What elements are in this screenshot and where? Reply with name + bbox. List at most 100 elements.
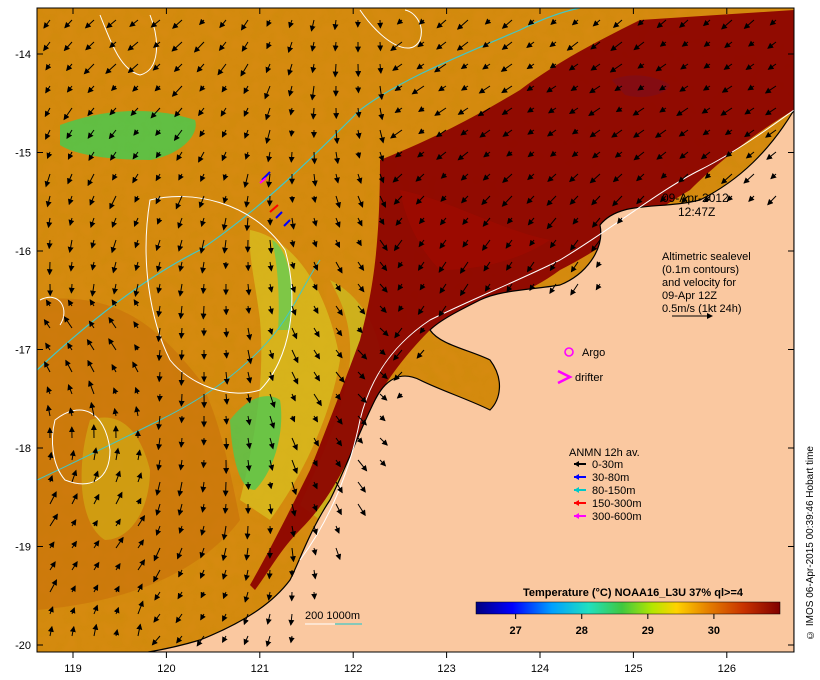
velocity-arrow — [156, 327, 162, 343]
velocity-arrow — [245, 283, 252, 296]
velocity-arrow — [156, 283, 163, 294]
velocity-arrow — [92, 604, 99, 615]
velocity-arrow — [612, 195, 623, 207]
velocity-arrow — [484, 283, 491, 292]
velocity-arrow — [244, 547, 251, 561]
argo-legend: Argo — [564, 347, 605, 359]
velocity-arrow — [457, 107, 469, 115]
velocity-arrow — [484, 18, 492, 25]
velocity-arrow — [291, 327, 298, 340]
velocity-arrow — [546, 195, 557, 206]
velocity-arrow — [310, 107, 317, 120]
velocity-arrow — [221, 569, 228, 580]
velocity-arrow — [264, 85, 271, 100]
velocity-arrow — [43, 41, 51, 52]
velocity-arrow — [199, 547, 206, 559]
velocity-arrow — [173, 63, 183, 73]
velocity-arrow — [134, 261, 141, 272]
velocity-arrow — [589, 85, 601, 94]
velocity-arrow — [177, 239, 184, 252]
velocity-arrow — [397, 283, 404, 291]
velocity-arrow — [636, 173, 645, 182]
velocity-arrow — [288, 129, 295, 137]
velocity-arrow — [289, 239, 296, 248]
velocity-arrow — [63, 316, 73, 329]
velocity-arrow — [440, 172, 448, 179]
velocity-arrow — [568, 107, 579, 115]
velocity-arrow — [45, 129, 51, 140]
velocity-arrow — [311, 173, 318, 187]
velocity-arrow — [614, 151, 623, 158]
velocity-arrow — [266, 569, 273, 580]
velocity-arrow — [246, 327, 253, 341]
velocity-arrow — [527, 128, 535, 135]
velocity-arrow — [483, 261, 491, 272]
lon-tick-label: 121 — [251, 663, 269, 675]
velocity-arrow — [71, 561, 78, 571]
velocity-arrow — [133, 321, 140, 329]
velocity-arrow — [704, 172, 712, 179]
velocity-arrow — [266, 19, 272, 27]
velocity-arrow — [570, 85, 579, 91]
velocity-arrow — [393, 195, 403, 205]
velocity-arrow — [198, 107, 205, 117]
velocity-arrow — [439, 283, 447, 294]
velocity-arrow — [47, 625, 54, 637]
velocity-arrow — [459, 261, 469, 274]
velocity-arrow — [69, 449, 76, 461]
velocity-arrow — [155, 503, 162, 516]
velocity-arrow — [133, 217, 140, 228]
velocity-arrow — [291, 459, 298, 475]
velocity-arrow — [67, 173, 73, 185]
velocity-arrow — [418, 239, 425, 248]
velocity-arrow — [632, 107, 645, 116]
velocity-arrow — [220, 107, 227, 117]
sst-hot-offshore — [400, 190, 550, 270]
velocity-arrow — [221, 85, 228, 93]
velocity-arrow — [264, 129, 271, 144]
velocity-arrow — [87, 173, 95, 187]
latitude-axis: -14 -15 -16 -17 -18 -19 -20 — [15, 49, 794, 652]
velocity-arrow — [312, 261, 319, 271]
velocity-arrow — [291, 437, 298, 451]
velocity-arrow — [151, 635, 161, 646]
velocity-arrow — [48, 606, 54, 615]
velocity-arrow — [177, 217, 183, 229]
velocity-arrow — [311, 195, 318, 203]
velocity-arrow — [113, 606, 120, 615]
velocity-arrow — [133, 299, 140, 307]
velocity-arrow — [200, 305, 207, 320]
velocity-arrow — [654, 129, 667, 138]
velocity-arrow — [67, 299, 74, 307]
velocity-arrow — [137, 539, 144, 549]
velocity-arrow — [45, 195, 52, 208]
velocity-arrow — [436, 19, 447, 29]
velocity-arrow — [178, 327, 185, 339]
velocity-arrow — [69, 607, 76, 615]
velocity-arrow — [332, 41, 339, 52]
velocity-arrow — [379, 261, 388, 272]
velocity-arrow — [656, 19, 667, 29]
velocity-arrow — [88, 151, 95, 161]
velocity-arrow — [155, 525, 162, 536]
altimetry-note: Altimetric sealevel (0.1m contours) and … — [662, 251, 751, 319]
velocity-arrow — [156, 459, 163, 471]
velocity-arrow — [526, 195, 535, 204]
velocity-arrow — [200, 217, 206, 228]
velocity-arrow — [92, 447, 99, 461]
velocity-arrow — [396, 18, 404, 25]
velocity-arrow — [105, 63, 117, 74]
velocity-arrow — [178, 569, 184, 578]
velocity-arrow — [156, 217, 163, 225]
velocity-arrow — [155, 481, 161, 496]
velocity-arrow — [176, 547, 183, 560]
velocity-arrow — [45, 85, 51, 94]
plot-frame — [36, 7, 795, 653]
velocity-arrow — [390, 129, 403, 139]
velocity-arrow — [312, 305, 319, 314]
velocity-arrow — [549, 41, 557, 48]
velocity-arrow — [357, 459, 368, 472]
velocity-arrow — [379, 437, 388, 446]
velocity-arrow — [136, 623, 143, 637]
velocity-arrow — [156, 437, 163, 451]
